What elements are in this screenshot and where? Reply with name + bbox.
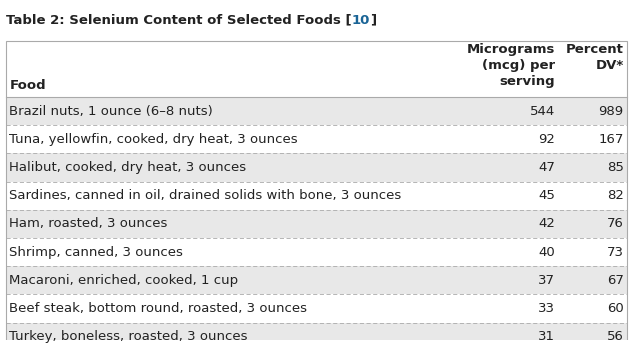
Text: Tuna, yellowfin, cooked, dry heat, 3 ounces: Tuna, yellowfin, cooked, dry heat, 3 oun… xyxy=(9,133,298,146)
Text: 10: 10 xyxy=(352,14,370,26)
Text: Turkey, boneless, roasted, 3 ounces: Turkey, boneless, roasted, 3 ounces xyxy=(9,330,248,343)
Bar xyxy=(6,153,627,182)
Bar xyxy=(6,238,627,266)
Text: 67: 67 xyxy=(606,274,624,287)
Text: 73: 73 xyxy=(606,246,624,259)
Bar xyxy=(6,97,627,125)
Text: Micrograms
(mcg) per
serving: Micrograms (mcg) per serving xyxy=(467,43,555,87)
Bar xyxy=(6,125,627,153)
Bar xyxy=(6,41,627,97)
Bar xyxy=(6,210,627,238)
Text: Brazil nuts, 1 ounce (6–8 nuts): Brazil nuts, 1 ounce (6–8 nuts) xyxy=(9,105,213,118)
Text: 37: 37 xyxy=(538,274,555,287)
Text: 31: 31 xyxy=(538,330,555,343)
Text: Beef steak, bottom round, roasted, 3 ounces: Beef steak, bottom round, roasted, 3 oun… xyxy=(9,302,308,315)
Text: Ham, roasted, 3 ounces: Ham, roasted, 3 ounces xyxy=(9,217,168,230)
Text: 167: 167 xyxy=(598,133,624,146)
Text: Table 2: Selenium Content of Selected Foods [: Table 2: Selenium Content of Selected Fo… xyxy=(6,14,352,26)
Text: 76: 76 xyxy=(606,217,624,230)
Bar xyxy=(6,294,627,323)
Text: Macaroni, enriched, cooked, 1 cup: Macaroni, enriched, cooked, 1 cup xyxy=(9,274,239,287)
Text: Food: Food xyxy=(9,79,46,92)
Text: 60: 60 xyxy=(607,302,624,315)
Text: 33: 33 xyxy=(538,302,555,315)
Text: 42: 42 xyxy=(539,217,555,230)
Bar xyxy=(6,182,627,210)
Text: 85: 85 xyxy=(606,161,624,174)
Text: 989: 989 xyxy=(598,105,624,118)
Text: 40: 40 xyxy=(539,246,555,259)
Text: Sardines, canned in oil, drained solids with bone, 3 ounces: Sardines, canned in oil, drained solids … xyxy=(9,189,402,202)
Text: 82: 82 xyxy=(606,189,624,202)
Bar xyxy=(6,266,627,294)
Text: Percent
DV*: Percent DV* xyxy=(566,43,624,72)
Text: Shrimp, canned, 3 ounces: Shrimp, canned, 3 ounces xyxy=(9,246,184,259)
Text: Halibut, cooked, dry heat, 3 ounces: Halibut, cooked, dry heat, 3 ounces xyxy=(9,161,247,174)
Text: 56: 56 xyxy=(606,330,624,343)
Bar xyxy=(6,323,627,344)
Text: ]: ] xyxy=(370,14,377,26)
Text: 47: 47 xyxy=(539,161,555,174)
Text: 92: 92 xyxy=(539,133,555,146)
Text: 45: 45 xyxy=(539,189,555,202)
Text: 544: 544 xyxy=(530,105,555,118)
